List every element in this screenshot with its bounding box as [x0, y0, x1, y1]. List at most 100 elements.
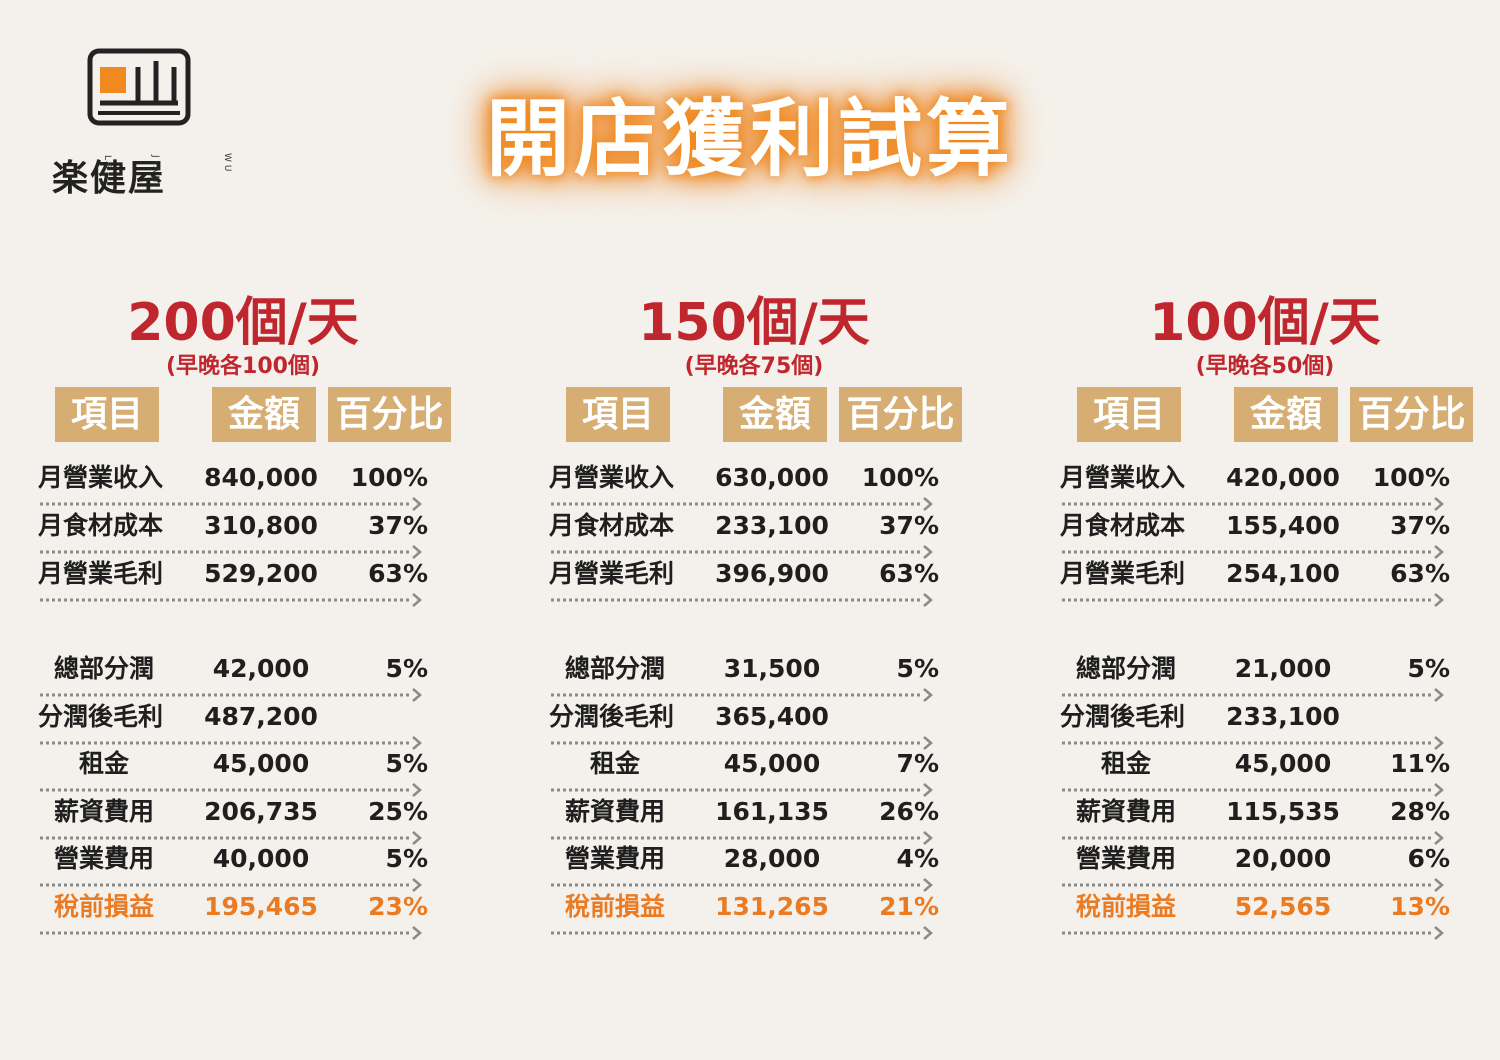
table-row: 月營業毛利 529,200 63% [38, 559, 438, 589]
row-label: 月食材成本 [1060, 511, 1186, 540]
table-row: 總部分潤 31,500 5% [549, 654, 949, 684]
table-row: 總部分潤 42,000 5% [38, 654, 438, 684]
row-label: 分潤後毛利 [1060, 702, 1186, 731]
row-percent: 7% [896, 749, 939, 778]
row-amount: 206,735 [204, 797, 318, 826]
row-label: 分潤後毛利 [549, 702, 675, 731]
dotted-arrow-divider [551, 831, 933, 845]
table-row: 分潤後毛利 233,100 [1060, 702, 1460, 732]
row-label: 營業費用 [53, 844, 154, 873]
dotted-arrow-divider [551, 497, 933, 511]
row-label: 月營業收入 [1060, 463, 1186, 492]
dotted-arrow-divider [40, 926, 422, 940]
column-header: 項目 [55, 387, 159, 442]
dotted-arrow-divider [40, 497, 422, 511]
row-percent: 37% [879, 511, 939, 540]
row-percent: 26% [879, 797, 939, 826]
dotted-arrow-divider [1062, 926, 1444, 940]
column-header: 百分比 [328, 387, 451, 442]
row-amount: 195,465 [204, 892, 318, 921]
table-row: 分潤後毛利 487,200 [38, 702, 438, 732]
row-label: 月營業收入 [549, 463, 675, 492]
table-row: 稅前損益 131,265 21% [549, 892, 949, 922]
row-amount: 630,000 [715, 463, 829, 492]
scenario-subheading: (早晚各100個) [165, 354, 321, 379]
row-amount: 40,000 [212, 844, 310, 873]
scenario-heading: 200個/天 [127, 293, 359, 353]
row-label: 稅前損益 [1075, 892, 1176, 921]
table-row: 月營業收入 630,000 100% [549, 463, 949, 493]
row-amount: 115,535 [1226, 797, 1340, 826]
scenario-heading: 150個/天 [638, 293, 870, 353]
row-percent: 4% [896, 844, 939, 873]
logo-mark-icon [87, 48, 191, 126]
row-amount: 20,000 [1234, 844, 1332, 873]
table-row: 月營業毛利 254,100 63% [1060, 559, 1460, 589]
dotted-arrow-divider [551, 926, 933, 940]
column-header: 項目 [566, 387, 670, 442]
row-amount: 254,100 [1226, 559, 1340, 588]
dotted-arrow-divider [1062, 545, 1444, 559]
row-amount: 31,500 [723, 654, 821, 683]
row-label: 薪資費用 [564, 797, 665, 826]
table-row: 總部分潤 21,000 5% [1060, 654, 1460, 684]
row-percent: 5% [1407, 654, 1450, 683]
row-label: 薪資費用 [1075, 797, 1176, 826]
row-label: 分潤後毛利 [38, 702, 164, 731]
table-row: 月營業毛利 396,900 63% [549, 559, 949, 589]
column-header: 項目 [1077, 387, 1181, 442]
row-label: 月營業毛利 [38, 559, 164, 588]
dotted-arrow-divider [40, 878, 422, 892]
scenario-subheading: (早晚各50個) [1195, 354, 1335, 379]
row-percent: 37% [1390, 511, 1450, 540]
row-label: 總部分潤 [53, 654, 154, 683]
row-amount: 420,000 [1226, 463, 1340, 492]
row-percent: 63% [368, 559, 428, 588]
row-amount: 487,200 [204, 702, 318, 731]
row-label: 租金 [589, 749, 640, 778]
dotted-arrow-divider [40, 783, 422, 797]
dotted-arrow-divider [551, 878, 933, 892]
column-header: 金額 [723, 387, 827, 442]
row-amount: 840,000 [204, 463, 318, 492]
dotted-arrow-divider [40, 545, 422, 559]
table-row: 租金 45,000 11% [1060, 749, 1460, 779]
row-percent: 13% [1390, 892, 1450, 921]
row-label: 營業費用 [564, 844, 665, 873]
row-label: 稅前損益 [53, 892, 154, 921]
dotted-arrow-divider [551, 688, 933, 702]
row-label: 月營業毛利 [549, 559, 675, 588]
row-label: 營業費用 [1075, 844, 1176, 873]
table-row: 月營業收入 840,000 100% [38, 463, 438, 493]
brand-roman-right: WU [222, 153, 232, 175]
table-row: 月食材成本 233,100 37% [549, 511, 949, 541]
table-row: 租金 45,000 7% [549, 749, 949, 779]
row-percent: 6% [1407, 844, 1450, 873]
row-label: 租金 [1100, 749, 1151, 778]
row-amount: 529,200 [204, 559, 318, 588]
row-amount: 233,100 [715, 511, 829, 540]
row-percent: 5% [385, 844, 428, 873]
scenario-heading: 100個/天 [1149, 293, 1381, 353]
scenario-subheading: (早晚各75個) [684, 354, 824, 379]
row-amount: 45,000 [723, 749, 821, 778]
row-amount: 45,000 [212, 749, 310, 778]
dotted-arrow-divider [40, 688, 422, 702]
row-amount: 28,000 [723, 844, 821, 873]
row-amount: 233,100 [1226, 702, 1340, 731]
row-label: 總部分潤 [564, 654, 665, 683]
table-row: 營業費用 28,000 4% [549, 844, 949, 874]
dotted-arrow-divider [551, 736, 933, 750]
row-amount: 52,565 [1234, 892, 1332, 921]
row-label: 總部分潤 [1075, 654, 1176, 683]
row-amount: 155,400 [1226, 511, 1340, 540]
column-header: 百分比 [839, 387, 962, 442]
dotted-arrow-divider [551, 593, 933, 607]
row-amount: 45,000 [1234, 749, 1332, 778]
table-row: 營業費用 20,000 6% [1060, 844, 1460, 874]
row-percent: 100% [861, 463, 939, 492]
dotted-arrow-divider [1062, 497, 1444, 511]
dotted-arrow-divider [1062, 831, 1444, 845]
row-percent: 25% [368, 797, 428, 826]
page-title: 開店獲利試算 [485, 90, 1014, 188]
